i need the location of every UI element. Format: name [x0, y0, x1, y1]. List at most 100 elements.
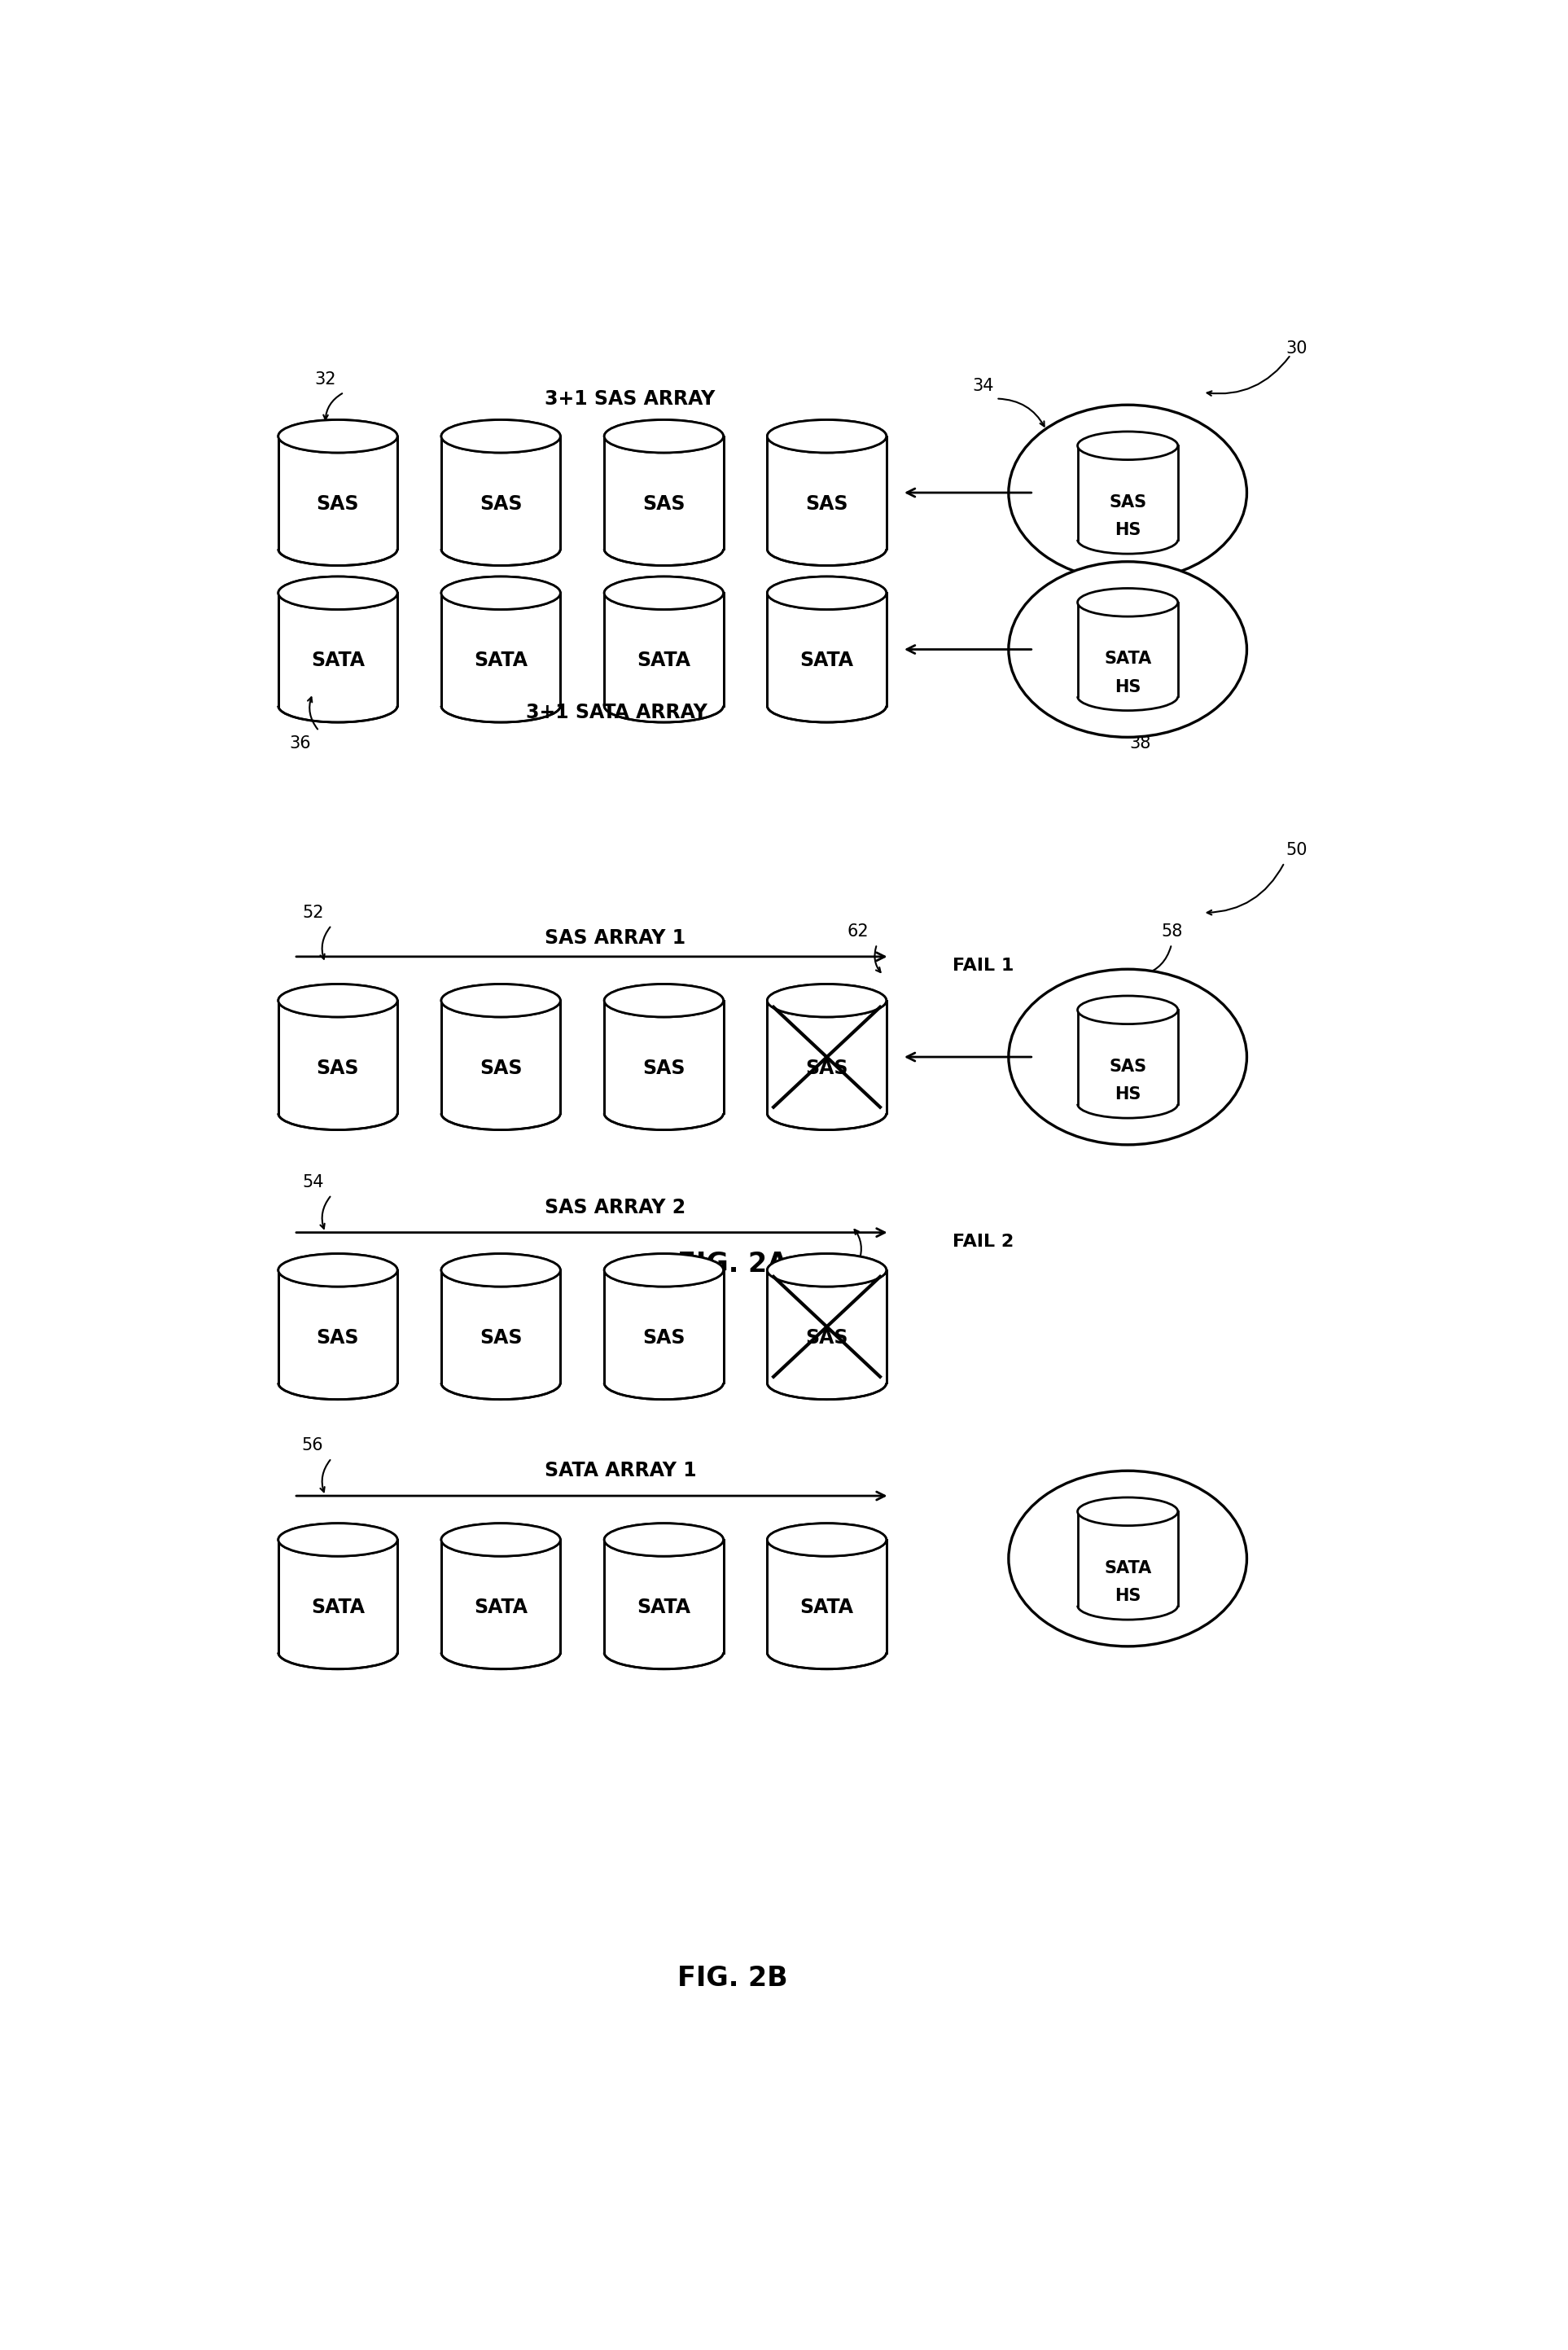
- Ellipse shape: [441, 985, 560, 1018]
- Ellipse shape: [1077, 1497, 1178, 1525]
- Ellipse shape: [441, 421, 560, 454]
- Bar: [604, 437, 723, 550]
- Ellipse shape: [604, 1253, 723, 1285]
- Text: SATA: SATA: [310, 651, 365, 670]
- Text: SATA: SATA: [474, 1598, 528, 1617]
- Text: HS: HS: [1115, 1589, 1142, 1605]
- Text: FIG. 2B: FIG. 2B: [677, 1965, 789, 1993]
- Text: 64: 64: [847, 1269, 869, 1285]
- Bar: [1077, 602, 1178, 696]
- Ellipse shape: [604, 421, 723, 454]
- Text: SATA: SATA: [1104, 651, 1151, 667]
- Ellipse shape: [604, 576, 723, 609]
- Ellipse shape: [278, 576, 397, 609]
- Ellipse shape: [1008, 1471, 1247, 1647]
- Text: SATA: SATA: [310, 1598, 365, 1617]
- Text: 3+1 SAS ARRAY: 3+1 SAS ARRAY: [544, 388, 715, 409]
- Text: 54: 54: [303, 1175, 323, 1191]
- Ellipse shape: [1008, 562, 1247, 738]
- Text: HS: HS: [1115, 1086, 1142, 1102]
- Ellipse shape: [604, 985, 723, 1018]
- Text: SAS: SAS: [806, 494, 848, 515]
- Bar: [1077, 1010, 1178, 1104]
- Bar: [1077, 447, 1178, 541]
- Ellipse shape: [278, 421, 397, 454]
- Ellipse shape: [1077, 996, 1178, 1025]
- Text: 60: 60: [1160, 1551, 1182, 1567]
- Text: FAIL 1: FAIL 1: [952, 959, 1013, 975]
- Bar: [767, 1269, 886, 1384]
- Text: SAS: SAS: [480, 494, 522, 515]
- Ellipse shape: [767, 1523, 886, 1556]
- Text: SAS ARRAY 1: SAS ARRAY 1: [544, 928, 685, 947]
- Ellipse shape: [1077, 588, 1178, 616]
- Ellipse shape: [278, 1523, 397, 1556]
- Text: 62: 62: [847, 924, 869, 940]
- Ellipse shape: [767, 576, 886, 609]
- Bar: [604, 1001, 723, 1114]
- Ellipse shape: [604, 1523, 723, 1556]
- Bar: [441, 1001, 560, 1114]
- Bar: [767, 1001, 886, 1114]
- Ellipse shape: [278, 1523, 397, 1556]
- Ellipse shape: [441, 421, 560, 454]
- Text: SAS: SAS: [317, 494, 359, 515]
- Ellipse shape: [767, 1253, 886, 1285]
- Bar: [441, 592, 560, 705]
- Ellipse shape: [441, 985, 560, 1018]
- Ellipse shape: [441, 1253, 560, 1285]
- Bar: [441, 1539, 560, 1652]
- Ellipse shape: [278, 1253, 397, 1285]
- Ellipse shape: [767, 421, 886, 454]
- Text: 52: 52: [303, 905, 323, 921]
- Bar: [604, 1539, 723, 1652]
- Text: 36: 36: [290, 736, 310, 752]
- Text: SAS: SAS: [1109, 494, 1146, 510]
- Text: HS: HS: [1115, 522, 1142, 538]
- Ellipse shape: [1008, 968, 1247, 1144]
- Text: SAS: SAS: [643, 1058, 685, 1079]
- Text: SATA ARRAY 1: SATA ARRAY 1: [544, 1462, 696, 1480]
- Ellipse shape: [604, 421, 723, 454]
- Text: SATA: SATA: [637, 1598, 690, 1617]
- Ellipse shape: [278, 985, 397, 1018]
- Bar: [441, 1269, 560, 1384]
- Ellipse shape: [767, 1253, 886, 1285]
- Ellipse shape: [767, 985, 886, 1018]
- Ellipse shape: [441, 1523, 560, 1556]
- Ellipse shape: [767, 1523, 886, 1556]
- Bar: [278, 592, 397, 705]
- Text: SAS: SAS: [806, 1328, 848, 1347]
- Bar: [767, 1539, 886, 1652]
- Ellipse shape: [1077, 432, 1178, 461]
- Text: SAS: SAS: [317, 1058, 359, 1079]
- Ellipse shape: [278, 1253, 397, 1285]
- Text: SAS ARRAY 2: SAS ARRAY 2: [544, 1199, 685, 1217]
- Bar: [278, 437, 397, 550]
- Bar: [1077, 1511, 1178, 1605]
- Ellipse shape: [767, 985, 886, 1018]
- Text: SAS: SAS: [643, 1328, 685, 1347]
- Text: SATA: SATA: [1104, 1560, 1151, 1577]
- Bar: [767, 592, 886, 705]
- Ellipse shape: [767, 421, 886, 454]
- Text: 56: 56: [303, 1438, 323, 1455]
- Text: FIG. 2A: FIG. 2A: [677, 1250, 789, 1278]
- Text: SAS: SAS: [1109, 1058, 1146, 1074]
- Text: SATA: SATA: [637, 651, 690, 670]
- Text: FAIL 2: FAIL 2: [952, 1234, 1013, 1250]
- Ellipse shape: [278, 576, 397, 609]
- Ellipse shape: [604, 985, 723, 1018]
- Text: SATA: SATA: [474, 651, 528, 670]
- Text: SAS: SAS: [806, 1058, 848, 1079]
- Ellipse shape: [604, 1253, 723, 1285]
- Bar: [278, 1001, 397, 1114]
- Bar: [604, 592, 723, 705]
- Ellipse shape: [441, 576, 560, 609]
- Text: 3+1 SATA ARRAY: 3+1 SATA ARRAY: [525, 703, 707, 721]
- Text: 34: 34: [972, 378, 994, 395]
- Text: SATA: SATA: [800, 651, 853, 670]
- Text: 38: 38: [1129, 736, 1151, 752]
- Text: HS: HS: [1115, 679, 1142, 696]
- Text: 50: 50: [1286, 841, 1308, 858]
